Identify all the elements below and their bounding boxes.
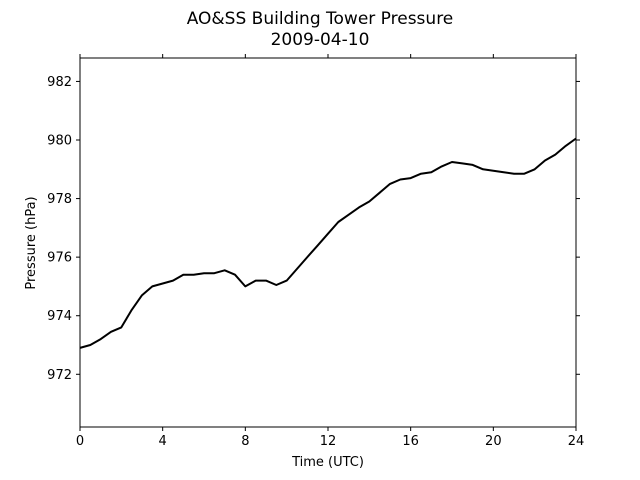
plot-area: 0 4 8 12 16 20 24 972 974 976 978 980 982 [47,54,584,449]
y-tick-label: 982 [47,75,72,90]
y-tick-label: 978 [47,192,72,207]
chart-subtitle: 2009-04-10 [271,30,370,50]
x-tick-label: 12 [320,434,337,449]
x-tick-label: 20 [485,434,502,449]
x-axis-ticks: 0 4 8 12 16 20 24 [76,54,584,449]
x-axis-label: Time (UTC) [291,455,364,470]
x-tick-label: 8 [241,434,249,449]
y-axis-ticks: 972 974 976 978 980 982 [47,75,580,383]
y-tick-label: 976 [47,251,72,266]
plot-frame [79,57,577,428]
chart-title: AO&SS Building Tower Pressure [187,9,454,29]
x-tick-label: 24 [568,434,585,449]
x-tick-label: 0 [76,434,84,449]
y-axis-label: Pressure (hPa) [24,196,39,289]
x-tick-label: 16 [402,434,419,449]
pressure-series-line [79,137,577,349]
y-tick-label: 974 [47,309,72,324]
x-tick-label: 4 [159,434,167,449]
y-tick-label: 972 [47,368,72,383]
y-tick-label: 980 [47,134,72,149]
